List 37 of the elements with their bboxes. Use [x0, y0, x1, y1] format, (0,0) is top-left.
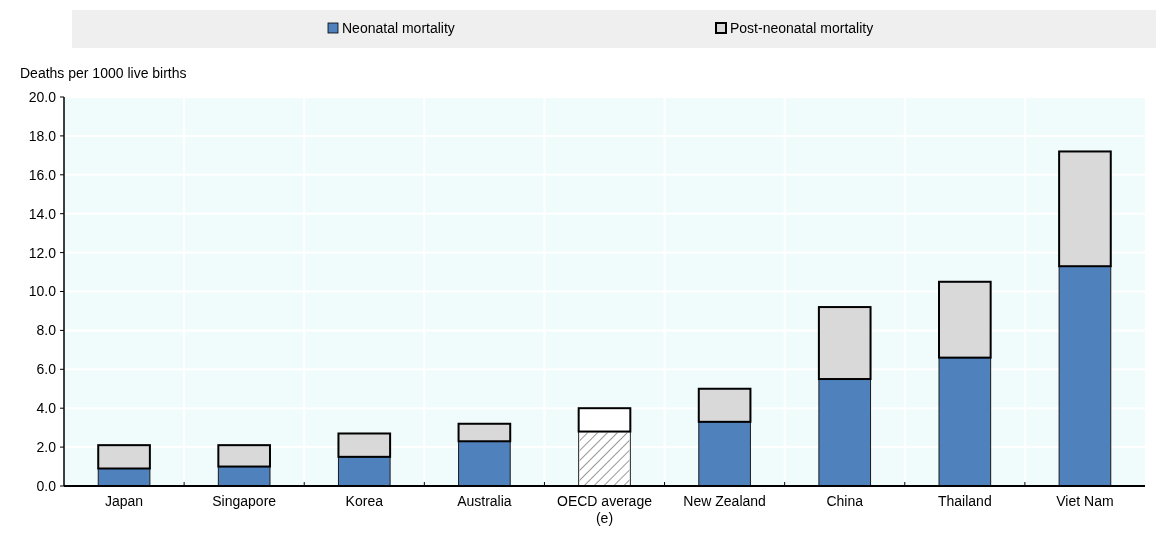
bar [97, 444, 151, 470]
y-tick-label: 10.0 [28, 283, 57, 300]
bar [1058, 265, 1112, 487]
y-tick-label: 14.0 [28, 205, 57, 222]
y-tick-label: 6.0 [36, 361, 57, 378]
y-tick-label: 8.0 [36, 322, 57, 339]
bar [1058, 150, 1112, 268]
bar [697, 387, 752, 423]
x-tick-label: Japan [104, 493, 144, 509]
y-tick-label: 12.0 [28, 244, 57, 261]
x-tick-label: New Zealand [683, 493, 766, 509]
y-tick-label: 2.0 [36, 439, 57, 455]
x-tick-label: OECD average (e) [557, 493, 653, 526]
y-tick-label: 16.0 [28, 166, 57, 183]
bar [458, 440, 511, 487]
y-tick-label: 4.0 [36, 400, 57, 417]
x-tick-label: Australia [457, 493, 512, 509]
bar [938, 357, 992, 487]
y-tick-label: 0.0 [36, 477, 57, 494]
bar [337, 432, 392, 458]
x-tick-label: Thailand [937, 493, 992, 509]
legend-label: Neonatal mortality [342, 19, 455, 36]
y-axis-title: Deaths per 1000 live births [20, 65, 187, 81]
x-tick-label: Viet Nam [1056, 493, 1114, 509]
bar [217, 444, 271, 468]
y-tick-label: 18.0 [28, 127, 57, 144]
x-tick-label: Singapore [212, 493, 277, 509]
bar [698, 421, 751, 487]
bar [337, 456, 391, 487]
bar [817, 306, 872, 381]
bar [938, 280, 992, 359]
bar [818, 378, 872, 487]
legend-label: Post-neonatal mortality [730, 19, 874, 36]
x-tick-label: China [826, 493, 864, 509]
x-tick-label: Korea [345, 493, 384, 509]
y-tick-label: 20.0 [28, 88, 57, 105]
bar [457, 422, 512, 443]
